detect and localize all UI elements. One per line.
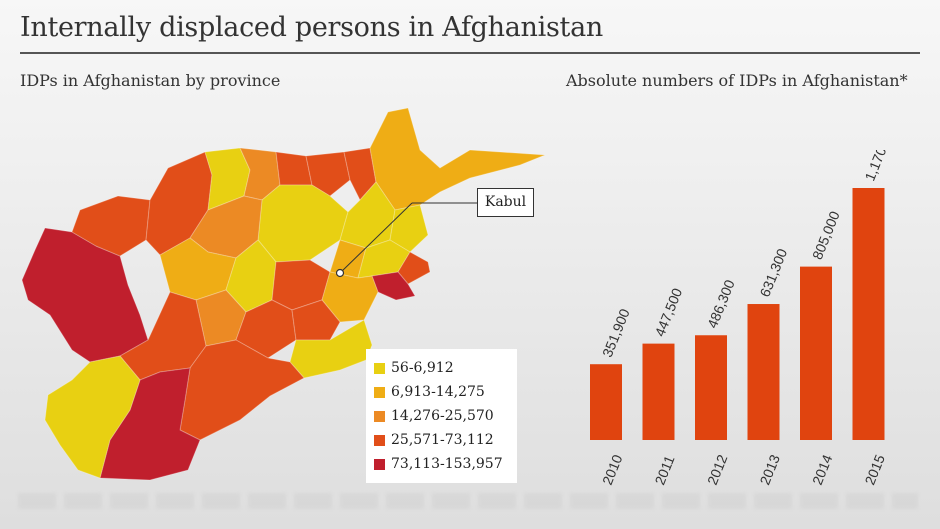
bar-value-label: 631,300 (756, 246, 790, 299)
bar-2010 (590, 364, 622, 440)
kabul-callout-line (339, 202, 413, 274)
map-province (44, 355, 141, 479)
map-subtitle: IDPs in Afghanistan by province (20, 71, 281, 90)
bar-2011 (642, 343, 675, 440)
bar-2012 (695, 335, 727, 440)
legend-item: 25,571-73,112 (374, 428, 517, 452)
map-province (389, 204, 429, 253)
map-province (291, 299, 341, 341)
kabul-callout-label: Kabul (477, 188, 534, 217)
legend-label: 6,913-14,275 (391, 384, 485, 400)
title-divider (20, 52, 920, 54)
map-province (321, 271, 379, 323)
map-province (99, 367, 201, 481)
map-province (369, 107, 546, 211)
category-label: 2011 (651, 453, 677, 487)
legend-item: 73,113-153,957 (374, 452, 517, 476)
category-label: 2014 (809, 452, 836, 487)
legend-item: 56-6,912 (374, 356, 517, 380)
category-label: 2015 (861, 452, 888, 487)
category-label: 2012 (704, 452, 731, 487)
legend-swatch (374, 410, 385, 422)
idp-bar-chart: 351,900 2010 447,500 2011 486,300 2012 631,300… (590, 150, 900, 487)
bar-2015 (852, 188, 885, 440)
source-note (18, 493, 918, 509)
legend-label: 25,571-73,112 (391, 432, 494, 448)
page-title: Internally displaced persons in Afghanis… (20, 12, 603, 43)
legend-item: 6,913-14,275 (374, 380, 517, 404)
bar-value-label: 351,900 (599, 306, 633, 359)
category-label: 2010 (599, 452, 626, 487)
legend-label: 14,276-25,570 (391, 408, 494, 424)
bar-value-label: 1,170,000 (861, 150, 899, 183)
afghanistan-province-map (21, 107, 546, 481)
bar-value-label: 805,000 (809, 209, 843, 262)
chart-title: Absolute numbers of IDPs in Afghanistan* (566, 71, 908, 90)
map-province (305, 151, 351, 197)
legend-swatch (374, 362, 385, 374)
legend-swatch (374, 386, 385, 398)
kabul-marker (335, 268, 345, 278)
map-province (257, 184, 349, 263)
bar-2014 (800, 266, 832, 440)
legend-label: 56-6,912 (391, 360, 454, 376)
map-province (397, 251, 431, 285)
map-legend: 56-6,912 6,913-14,275 14,276-25,570 25,5… (366, 349, 517, 483)
bar-value-label: 447,500 (651, 286, 685, 339)
map-province (71, 195, 151, 257)
legend-swatch (374, 434, 385, 446)
bar-value-label: 486,300 (704, 277, 738, 330)
bar-2013 (747, 304, 780, 440)
category-label: 2013 (756, 452, 783, 487)
legend-label: 73,113-153,957 (391, 456, 503, 472)
legend-swatch (374, 458, 385, 470)
legend-item: 14,276-25,570 (374, 404, 517, 428)
